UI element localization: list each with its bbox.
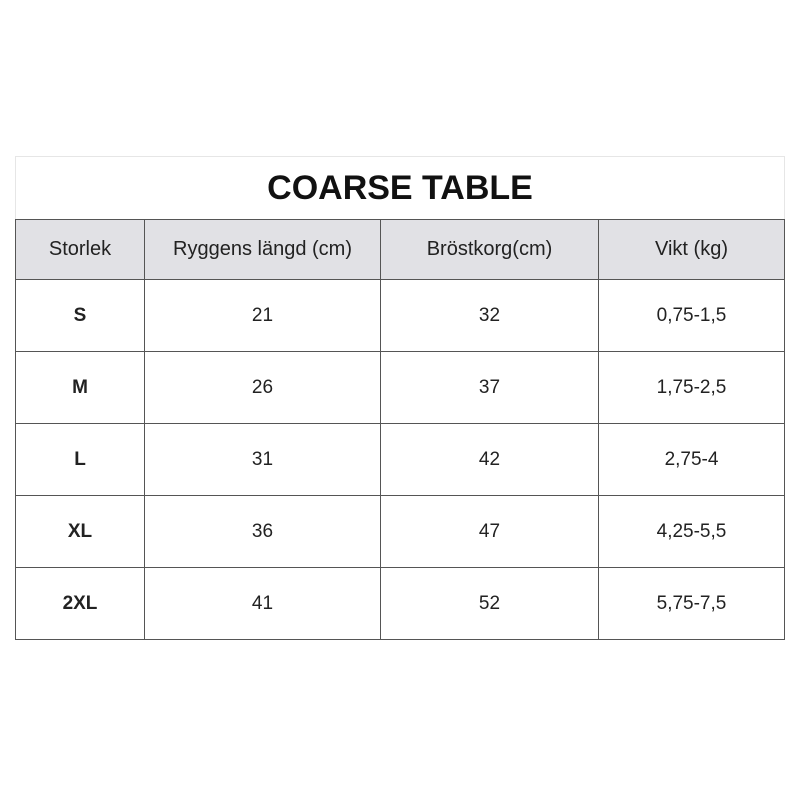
cell-weight: 0,75-1,5 [598,279,785,352]
cell-back-length: 41 [144,567,381,640]
cell-weight: 4,25-5,5 [598,495,785,568]
cell-chest: 37 [380,351,599,424]
cell-size: S [15,279,145,352]
cell-size: L [15,423,145,496]
table-row: S 21 32 0,75-1,5 [15,279,785,352]
cell-chest: 42 [380,423,599,496]
table-row: 2XL 41 52 5,75-7,5 [15,567,785,640]
cell-size: XL [15,495,145,568]
cell-back-length: 26 [144,351,381,424]
cell-weight: 5,75-7,5 [598,567,785,640]
header-row: Storlek Ryggens längd (cm) Bröstkorg(cm)… [15,219,785,280]
cell-back-length: 36 [144,495,381,568]
header-chest: Bröstkorg(cm) [380,219,599,280]
table-row: L 31 42 2,75-4 [15,423,785,496]
table-title: COARSE TABLE [15,156,785,219]
cell-chest: 47 [380,495,599,568]
cell-chest: 32 [380,279,599,352]
cell-chest: 52 [380,567,599,640]
header-weight: Vikt (kg) [598,219,785,280]
cell-weight: 1,75-2,5 [598,351,785,424]
header-back-length: Ryggens längd (cm) [144,219,381,280]
table-row: M 26 37 1,75-2,5 [15,351,785,424]
cell-back-length: 21 [144,279,381,352]
cell-back-length: 31 [144,423,381,496]
cell-weight: 2,75-4 [598,423,785,496]
size-table: Storlek Ryggens längd (cm) Bröstkorg(cm)… [15,219,785,640]
cell-size: M [15,351,145,424]
cell-size: 2XL [15,567,145,640]
table-row: XL 36 47 4,25-5,5 [15,495,785,568]
header-size: Storlek [15,219,145,280]
